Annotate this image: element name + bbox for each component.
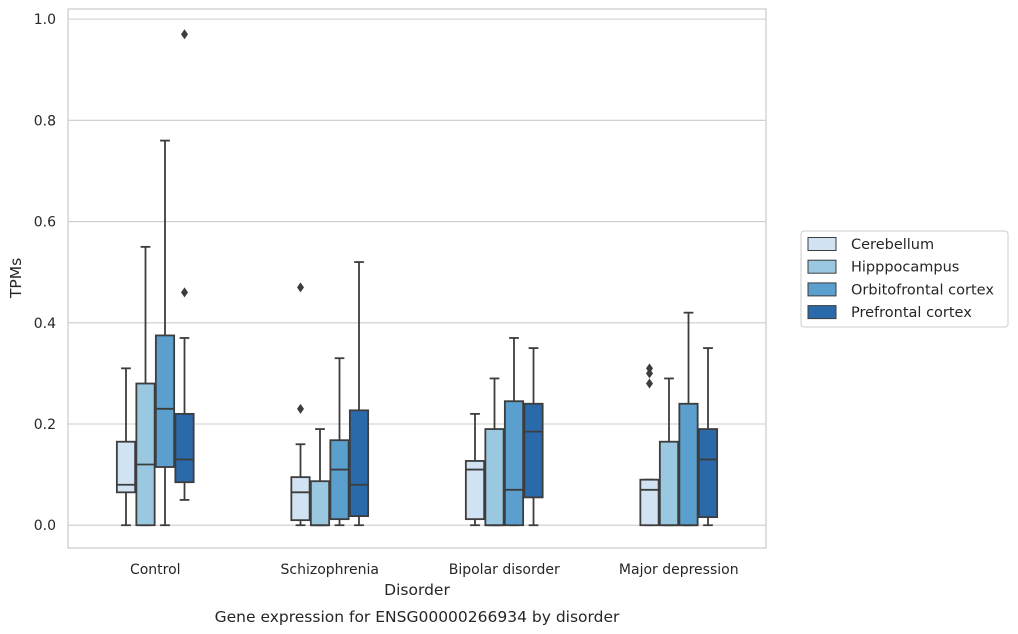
legend-swatch	[807, 305, 837, 320]
outlier-point	[297, 403, 304, 414]
box-iqr	[523, 402, 544, 499]
outlier-point	[181, 287, 188, 298]
box-1-3	[348, 261, 370, 527]
box-0-3	[174, 29, 195, 501]
legend-label: Orbitofrontal cortex	[851, 282, 994, 298]
outlier-point	[297, 282, 304, 293]
y-tick-label: 1.0	[34, 12, 56, 28]
legend-label: Prefrontal cortex	[851, 305, 972, 321]
box-iqr	[309, 480, 331, 527]
x-tick-label: Schizophrenia	[281, 562, 379, 578]
y-tick-label: 0.0	[34, 518, 56, 534]
box-iqr	[174, 412, 195, 484]
boxes-layer	[115, 29, 719, 527]
outlier-point	[646, 363, 653, 374]
box-3-3	[697, 347, 719, 527]
x-axis-ticks: Control Schizophrenia Bipolar disorder Majo…	[130, 562, 739, 578]
box-iqr	[464, 460, 486, 521]
legend-swatch	[807, 237, 837, 251]
box-iqr	[154, 334, 176, 468]
box-0-0	[115, 367, 137, 527]
x-tick-label: Control	[130, 562, 181, 578]
y-tick-label: 0.6	[34, 215, 56, 231]
outlier-point	[646, 368, 653, 379]
outlier-point	[646, 378, 653, 389]
box-iqr	[115, 440, 137, 494]
legend-swatch	[807, 282, 837, 297]
box-1-1	[309, 428, 331, 527]
box-iqr	[658, 440, 680, 527]
box-0-1	[135, 245, 156, 527]
legend-label: Cerebellum	[851, 237, 934, 253]
x-axis-title: Disorder	[384, 581, 450, 599]
x-tick-label: Bipolar disorder	[449, 562, 560, 578]
box-0-2	[154, 139, 176, 527]
chart-caption: Gene expression for ENSG00000266934 by d…	[215, 608, 620, 626]
box-iqr	[348, 409, 370, 518]
box-iqr	[135, 382, 156, 527]
y-tick-label: 0.4	[34, 316, 56, 332]
box-3-1	[658, 377, 680, 527]
box-iqr	[503, 400, 525, 527]
box-2-3	[523, 347, 544, 527]
y-tick-label: 0.8	[34, 113, 56, 129]
plot-frame	[67, 8, 767, 549]
legend: Cerebellum Hipppocampus Orbitofrontal cort…	[800, 230, 1009, 328]
outlier-point	[181, 29, 188, 40]
y-axis-ticks: 0.0 0.2 0.4 0.6 0.8 1.0	[34, 12, 56, 534]
box-iqr	[484, 428, 505, 527]
box-iqr	[678, 402, 699, 527]
box-1-0	[290, 282, 311, 527]
box-2-2	[503, 337, 525, 527]
y-axis-title: TPMs	[7, 258, 25, 299]
box-iqr	[639, 478, 660, 527]
legend-swatch	[807, 259, 837, 274]
box-3-2	[678, 311, 699, 527]
legend-frame	[800, 230, 1009, 328]
box-2-1	[484, 377, 505, 527]
box-2-0	[464, 412, 486, 527]
legend-label: Hipppocampus	[851, 260, 959, 276]
box-iqr	[329, 439, 350, 521]
box-1-2	[329, 357, 350, 527]
box-iqr	[697, 428, 719, 519]
box-iqr	[290, 476, 311, 522]
x-tick-label: Major depression	[619, 562, 739, 578]
y-tick-label: 0.2	[34, 417, 56, 433]
box-3-0	[639, 363, 660, 527]
